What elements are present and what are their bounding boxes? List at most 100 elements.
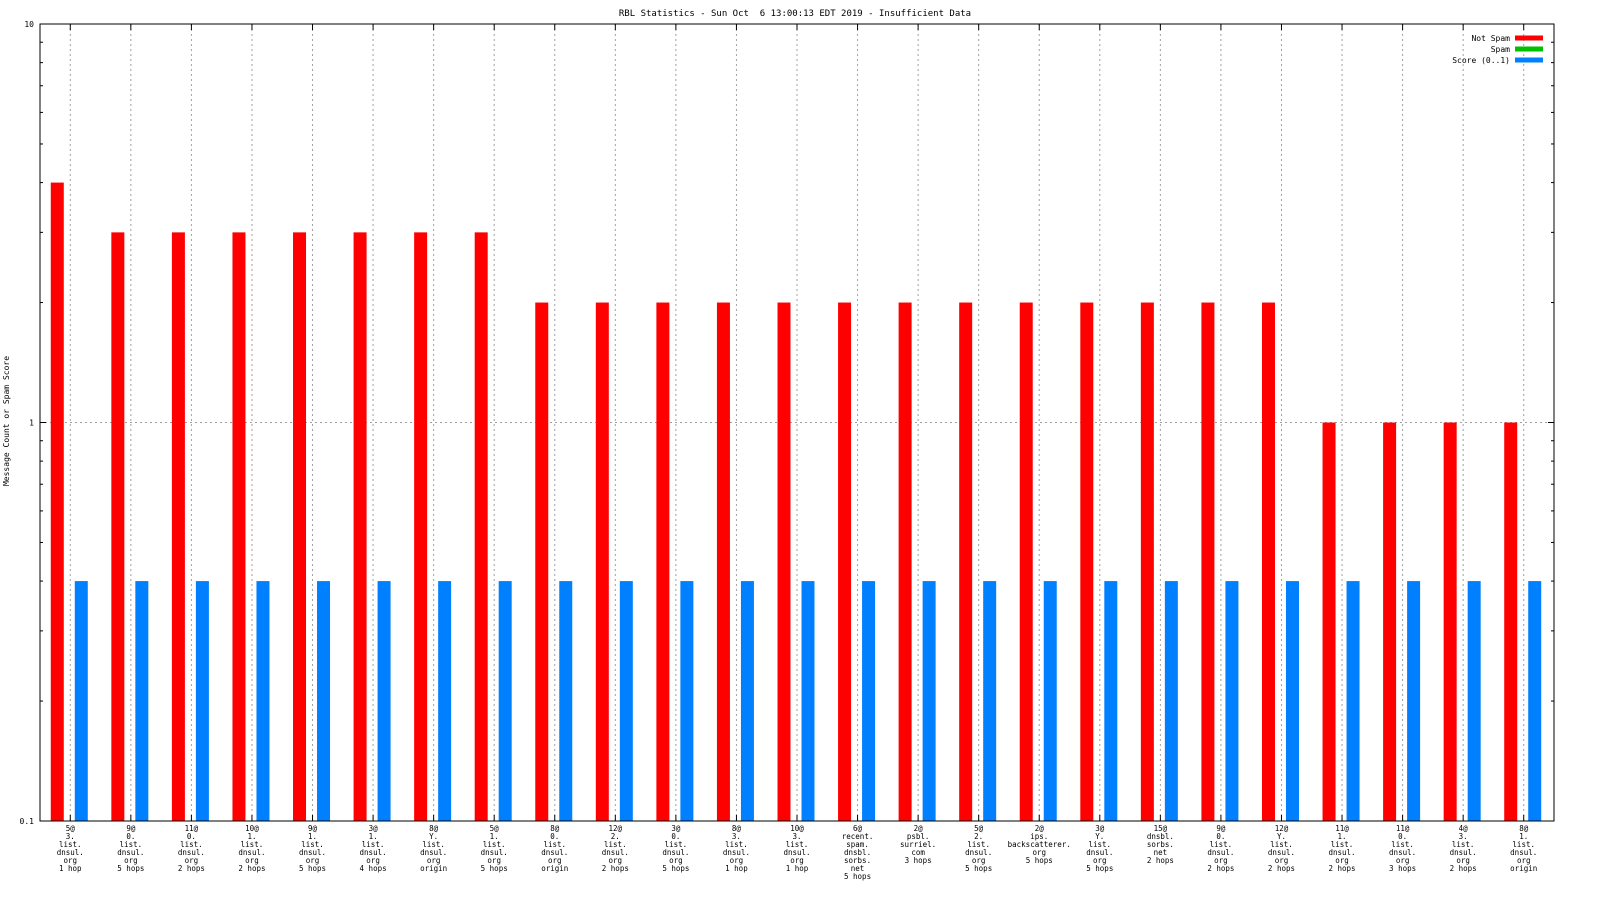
not-spam-bar bbox=[474, 232, 488, 821]
not-spam-bar bbox=[656, 302, 670, 821]
legend-swatch bbox=[1515, 46, 1543, 52]
not-spam-bar bbox=[353, 232, 367, 821]
x-tick-label-line: org bbox=[1214, 856, 1228, 865]
x-tick-label-line: 9@ bbox=[126, 824, 136, 833]
x-tick-label: 12@ Y. list. dnsul. org 2 hops bbox=[1268, 824, 1295, 873]
x-tick-label: 11@ 0. list. dnsul. org 3 hops bbox=[1389, 824, 1416, 873]
x-tick-label-line: dnsul. bbox=[783, 848, 810, 857]
x-tick-label-line: 3@ bbox=[671, 824, 681, 833]
x-tick-label-line: 5 hops bbox=[844, 872, 871, 881]
x-tick-label: 8@ Y. list. dnsul. org origin bbox=[420, 824, 447, 873]
x-tick-label-line: 5@ bbox=[490, 824, 500, 833]
x-tick-label-line: 5 hops bbox=[965, 864, 992, 873]
x-tick-label-line: 1 hop bbox=[725, 864, 748, 873]
x-tick-label-line: dnsul. bbox=[481, 848, 508, 857]
x-tick-label-line: 11@ bbox=[185, 824, 199, 833]
score-bar bbox=[1043, 581, 1057, 821]
x-tick-label-line: dnsul. bbox=[299, 848, 326, 857]
x-tick-label-line: 3. bbox=[1459, 832, 1468, 841]
x-tick-label: 10@ 1. list. dnsul. org 2 hops bbox=[238, 824, 265, 873]
x-tick-label-line: dnsbl. bbox=[1147, 832, 1174, 841]
score-bar bbox=[922, 581, 936, 821]
x-tick-label-line: Y. bbox=[1095, 832, 1104, 841]
x-tick-label-line: org bbox=[185, 856, 199, 865]
x-tick-label-line: org bbox=[245, 856, 259, 865]
x-tick-label-line: 4@ bbox=[1459, 824, 1469, 833]
not-spam-bar bbox=[232, 232, 246, 821]
x-tick-label-line: org bbox=[124, 856, 138, 865]
x-tick-label-line: list. bbox=[120, 840, 143, 849]
x-tick-label-line: 5 hops bbox=[1086, 864, 1113, 873]
x-tick-label-line: 5 hops bbox=[662, 864, 689, 873]
x-tick-label-line: dnsul. bbox=[1328, 848, 1355, 857]
x-tick-label-line: dnsul. bbox=[1450, 848, 1477, 857]
x-tick-label-line: 2 hops bbox=[1328, 864, 1355, 873]
not-spam-bar bbox=[111, 232, 125, 821]
score-bar bbox=[983, 581, 997, 821]
x-tick-label-line: net bbox=[851, 864, 865, 873]
y-tick-label: 1 bbox=[29, 419, 34, 428]
x-tick-label-line: org bbox=[1335, 856, 1349, 865]
x-tick-label-line: list. bbox=[1391, 840, 1414, 849]
x-tick-label-line: com bbox=[911, 848, 925, 857]
x-tick-label-line: backscatterer. bbox=[1008, 840, 1071, 849]
x-tick-label-line: 1. bbox=[369, 832, 378, 841]
x-tick-label-line: org bbox=[669, 856, 683, 865]
x-tick-label-line: org bbox=[306, 856, 320, 865]
y-tick-label: 0.1 bbox=[20, 817, 35, 826]
x-tick-label-line: org bbox=[1093, 856, 1107, 865]
x-tick-label-line: dnsul. bbox=[662, 848, 689, 857]
ticks-layer: 0.1 1 10 bbox=[20, 20, 1554, 826]
x-tick-label-line: list. bbox=[725, 840, 748, 849]
x-tick-label-line: psbl. bbox=[907, 832, 930, 841]
score-bar bbox=[801, 581, 815, 821]
score-bar bbox=[1104, 581, 1118, 821]
x-tick-label-line: 11@ bbox=[1335, 824, 1349, 833]
x-tick-label-line: org bbox=[1275, 856, 1289, 865]
x-tick-label: 3@ 0. list. dnsul. org 5 hops bbox=[662, 824, 689, 873]
x-tick-label-line: 5 hops bbox=[481, 864, 508, 873]
score-bar bbox=[1346, 581, 1360, 821]
x-tick-label-line: ips. bbox=[1030, 832, 1048, 841]
score-bar bbox=[195, 581, 209, 821]
x-tick-label-line: dnsul. bbox=[117, 848, 144, 857]
x-tick-label-line: list. bbox=[483, 840, 506, 849]
x-tick-label-line: origin bbox=[541, 864, 568, 873]
x-tick-label-line: 1. bbox=[308, 832, 317, 841]
not-spam-bar bbox=[777, 302, 791, 821]
x-tick-label-line: list. bbox=[301, 840, 324, 849]
x-tick-label-line: dnsul. bbox=[178, 848, 205, 857]
x-tick-label-line: 10@ bbox=[245, 824, 259, 833]
score-bar bbox=[1528, 581, 1542, 821]
x-tick-label-line: list. bbox=[180, 840, 203, 849]
x-tick-label-line: 12@ bbox=[609, 824, 623, 833]
score-bar bbox=[1467, 581, 1481, 821]
x-tick-label: 3@ 1. list. dnsul. org 4 hops bbox=[360, 824, 387, 873]
x-tick-label-line: 2 hops bbox=[1268, 864, 1295, 873]
score-bar bbox=[1164, 581, 1178, 821]
not-spam-bar bbox=[959, 302, 973, 821]
not-spam-bar bbox=[716, 302, 730, 821]
not-spam-bar bbox=[1322, 422, 1336, 821]
not-spam-bar bbox=[1443, 422, 1457, 821]
x-tick-label: 10@ 3. list. dnsul. org 1 hop bbox=[783, 824, 810, 873]
x-tick-label: 8@ 3. list. dnsul. org 1 hop bbox=[723, 824, 750, 873]
x-tick-label-line: list. bbox=[422, 840, 445, 849]
y-tick-label: 10 bbox=[24, 20, 34, 29]
not-spam-bar bbox=[535, 302, 549, 821]
x-tick-label-line: 5@ bbox=[974, 824, 984, 833]
x-tick-label-line: 1. bbox=[1519, 832, 1528, 841]
x-tick-label-line: 0. bbox=[187, 832, 196, 841]
x-tick-label-line: 1. bbox=[247, 832, 256, 841]
score-bar bbox=[1225, 581, 1239, 821]
x-tick-label-line: org bbox=[1396, 856, 1410, 865]
x-tick-label-line: dnsul. bbox=[541, 848, 568, 857]
legend-label: Not Spam bbox=[1471, 34, 1510, 43]
x-tick-label-line: 2. bbox=[974, 832, 983, 841]
x-tick-label-line: 6@ bbox=[853, 824, 863, 833]
not-spam-bar bbox=[1140, 302, 1154, 821]
x-tick-label-line: list. bbox=[543, 840, 566, 849]
score-bar bbox=[256, 581, 270, 821]
x-tick-label: 2@ psbl. surriel. com 3 hops bbox=[900, 824, 936, 865]
x-tick-label-line: 3 hops bbox=[905, 856, 932, 865]
